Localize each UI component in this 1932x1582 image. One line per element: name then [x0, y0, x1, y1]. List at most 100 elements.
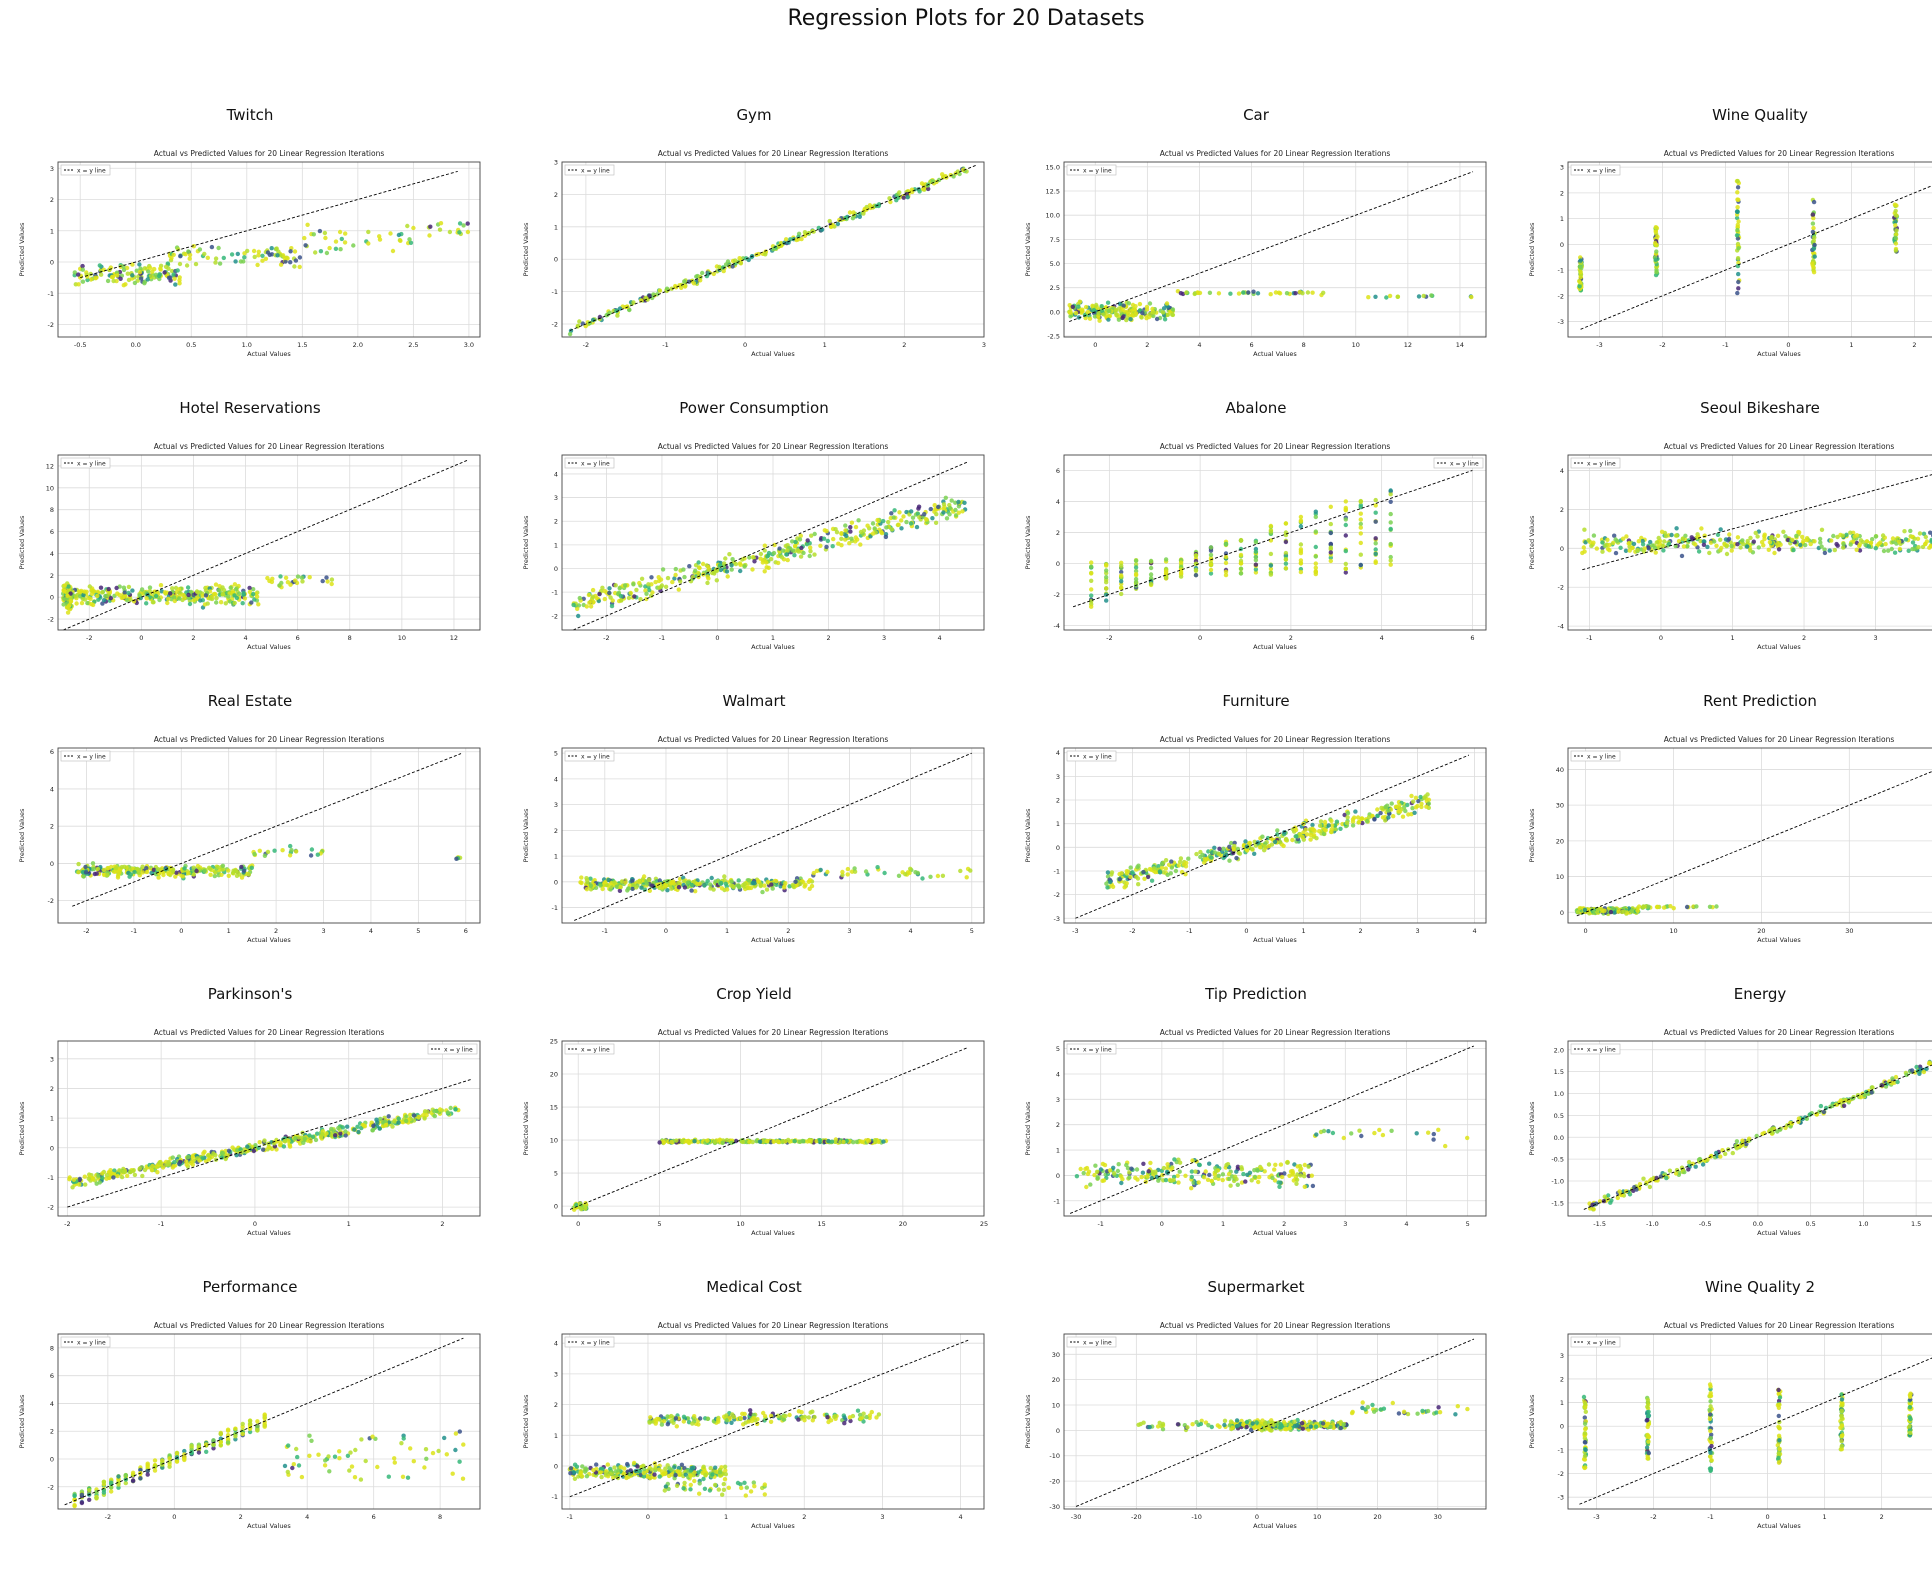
data-point [1735, 205, 1740, 210]
x-tick-label: 0 [253, 1220, 257, 1228]
data-point [91, 589, 97, 594]
data-point [1079, 309, 1085, 314]
data-point [590, 594, 595, 599]
data-point [1582, 527, 1587, 532]
data-point [293, 1136, 298, 1141]
data-point [920, 876, 925, 881]
data-point [1753, 530, 1758, 536]
data-point [584, 604, 589, 609]
y-tick-label: 4 [50, 550, 54, 558]
data-point [343, 1133, 348, 1138]
data-point [1345, 810, 1351, 816]
data-point [606, 877, 611, 883]
data-point [72, 270, 77, 275]
data-point [1699, 526, 1704, 531]
data-point [83, 864, 88, 870]
scatter-chart: Actual vs Predicted Values for 20 Linear… [522, 442, 985, 651]
data-point [115, 591, 120, 596]
data-point [213, 582, 219, 587]
data-point [140, 870, 145, 875]
data-point [1149, 878, 1155, 883]
data-point [1165, 312, 1171, 317]
data-point [221, 255, 226, 261]
data-point [1889, 546, 1894, 552]
data-point [170, 586, 175, 591]
data-point [1119, 591, 1124, 597]
data-point [579, 875, 584, 880]
data-point [1729, 543, 1734, 549]
data-point [77, 589, 82, 594]
data-point [696, 560, 701, 565]
data-point [1876, 541, 1881, 547]
data-point [338, 1131, 343, 1136]
data-point [1232, 840, 1237, 846]
data-point [812, 552, 817, 557]
identity-line [569, 164, 977, 331]
data-point [631, 882, 636, 887]
data-point [260, 253, 265, 258]
axes-frame [57, 747, 481, 924]
y-tick-label: 0 [50, 860, 54, 868]
axes-frame [561, 454, 985, 631]
data-point [1423, 794, 1428, 799]
data-point [698, 274, 703, 280]
data-point [135, 866, 140, 872]
data-point [1388, 492, 1393, 497]
data-point [111, 278, 116, 284]
data-point [307, 1133, 312, 1138]
data-point [1736, 271, 1741, 277]
data-point [943, 495, 948, 500]
y-tick-label: 5 [554, 750, 558, 758]
data-point [1613, 537, 1618, 542]
x-tick-label: 6 [296, 634, 300, 642]
data-point [313, 250, 318, 255]
data-point [628, 590, 633, 596]
data-point [1303, 827, 1308, 832]
subplot: Actual vs Predicted Values for 20 Linear… [514, 1011, 994, 1241]
data-point [705, 574, 710, 579]
data-point [1268, 529, 1274, 534]
data-point [1375, 807, 1380, 812]
data-point [111, 1175, 116, 1180]
data-points [571, 495, 968, 619]
x-tick-label: 6 [1249, 341, 1253, 349]
data-point [121, 267, 127, 273]
data-point [682, 284, 688, 289]
data-point [1893, 208, 1898, 214]
data-point [1611, 540, 1616, 545]
data-point [1283, 557, 1289, 562]
x-tick-label: -1 [1722, 341, 1728, 349]
scatter-chart: Actual vs Predicted Values for 20 Linear… [18, 149, 481, 358]
data-point [251, 591, 256, 597]
data-point [318, 249, 324, 254]
x-tick-label: 8 [1302, 341, 1306, 349]
data-point [1736, 197, 1741, 202]
x-tick-label: 0 [1659, 634, 1663, 642]
data-point [1921, 531, 1927, 536]
data-point [1161, 870, 1166, 875]
data-point [115, 873, 121, 878]
data-point [774, 879, 779, 884]
data-point [807, 553, 812, 559]
data-point [664, 286, 670, 291]
data-point [1085, 310, 1090, 315]
data-point [1424, 804, 1429, 809]
data-point [177, 275, 182, 280]
data-point [375, 1120, 380, 1125]
data-point [233, 587, 239, 592]
data-point [647, 888, 652, 893]
data-point [411, 1113, 417, 1118]
data-point [166, 275, 172, 280]
inner-title: Actual vs Predicted Values for 20 Linear… [658, 1028, 889, 1037]
data-point [881, 518, 886, 524]
data-point [1421, 293, 1426, 299]
data-point [1163, 866, 1168, 871]
data-point [1355, 815, 1361, 820]
data-point [1372, 816, 1377, 822]
data-point [1245, 848, 1250, 853]
data-point [1253, 562, 1259, 567]
data-point [93, 275, 98, 280]
y-tick-label: 4 [1056, 749, 1060, 757]
data-point [1810, 229, 1816, 235]
legend-box [60, 164, 111, 176]
